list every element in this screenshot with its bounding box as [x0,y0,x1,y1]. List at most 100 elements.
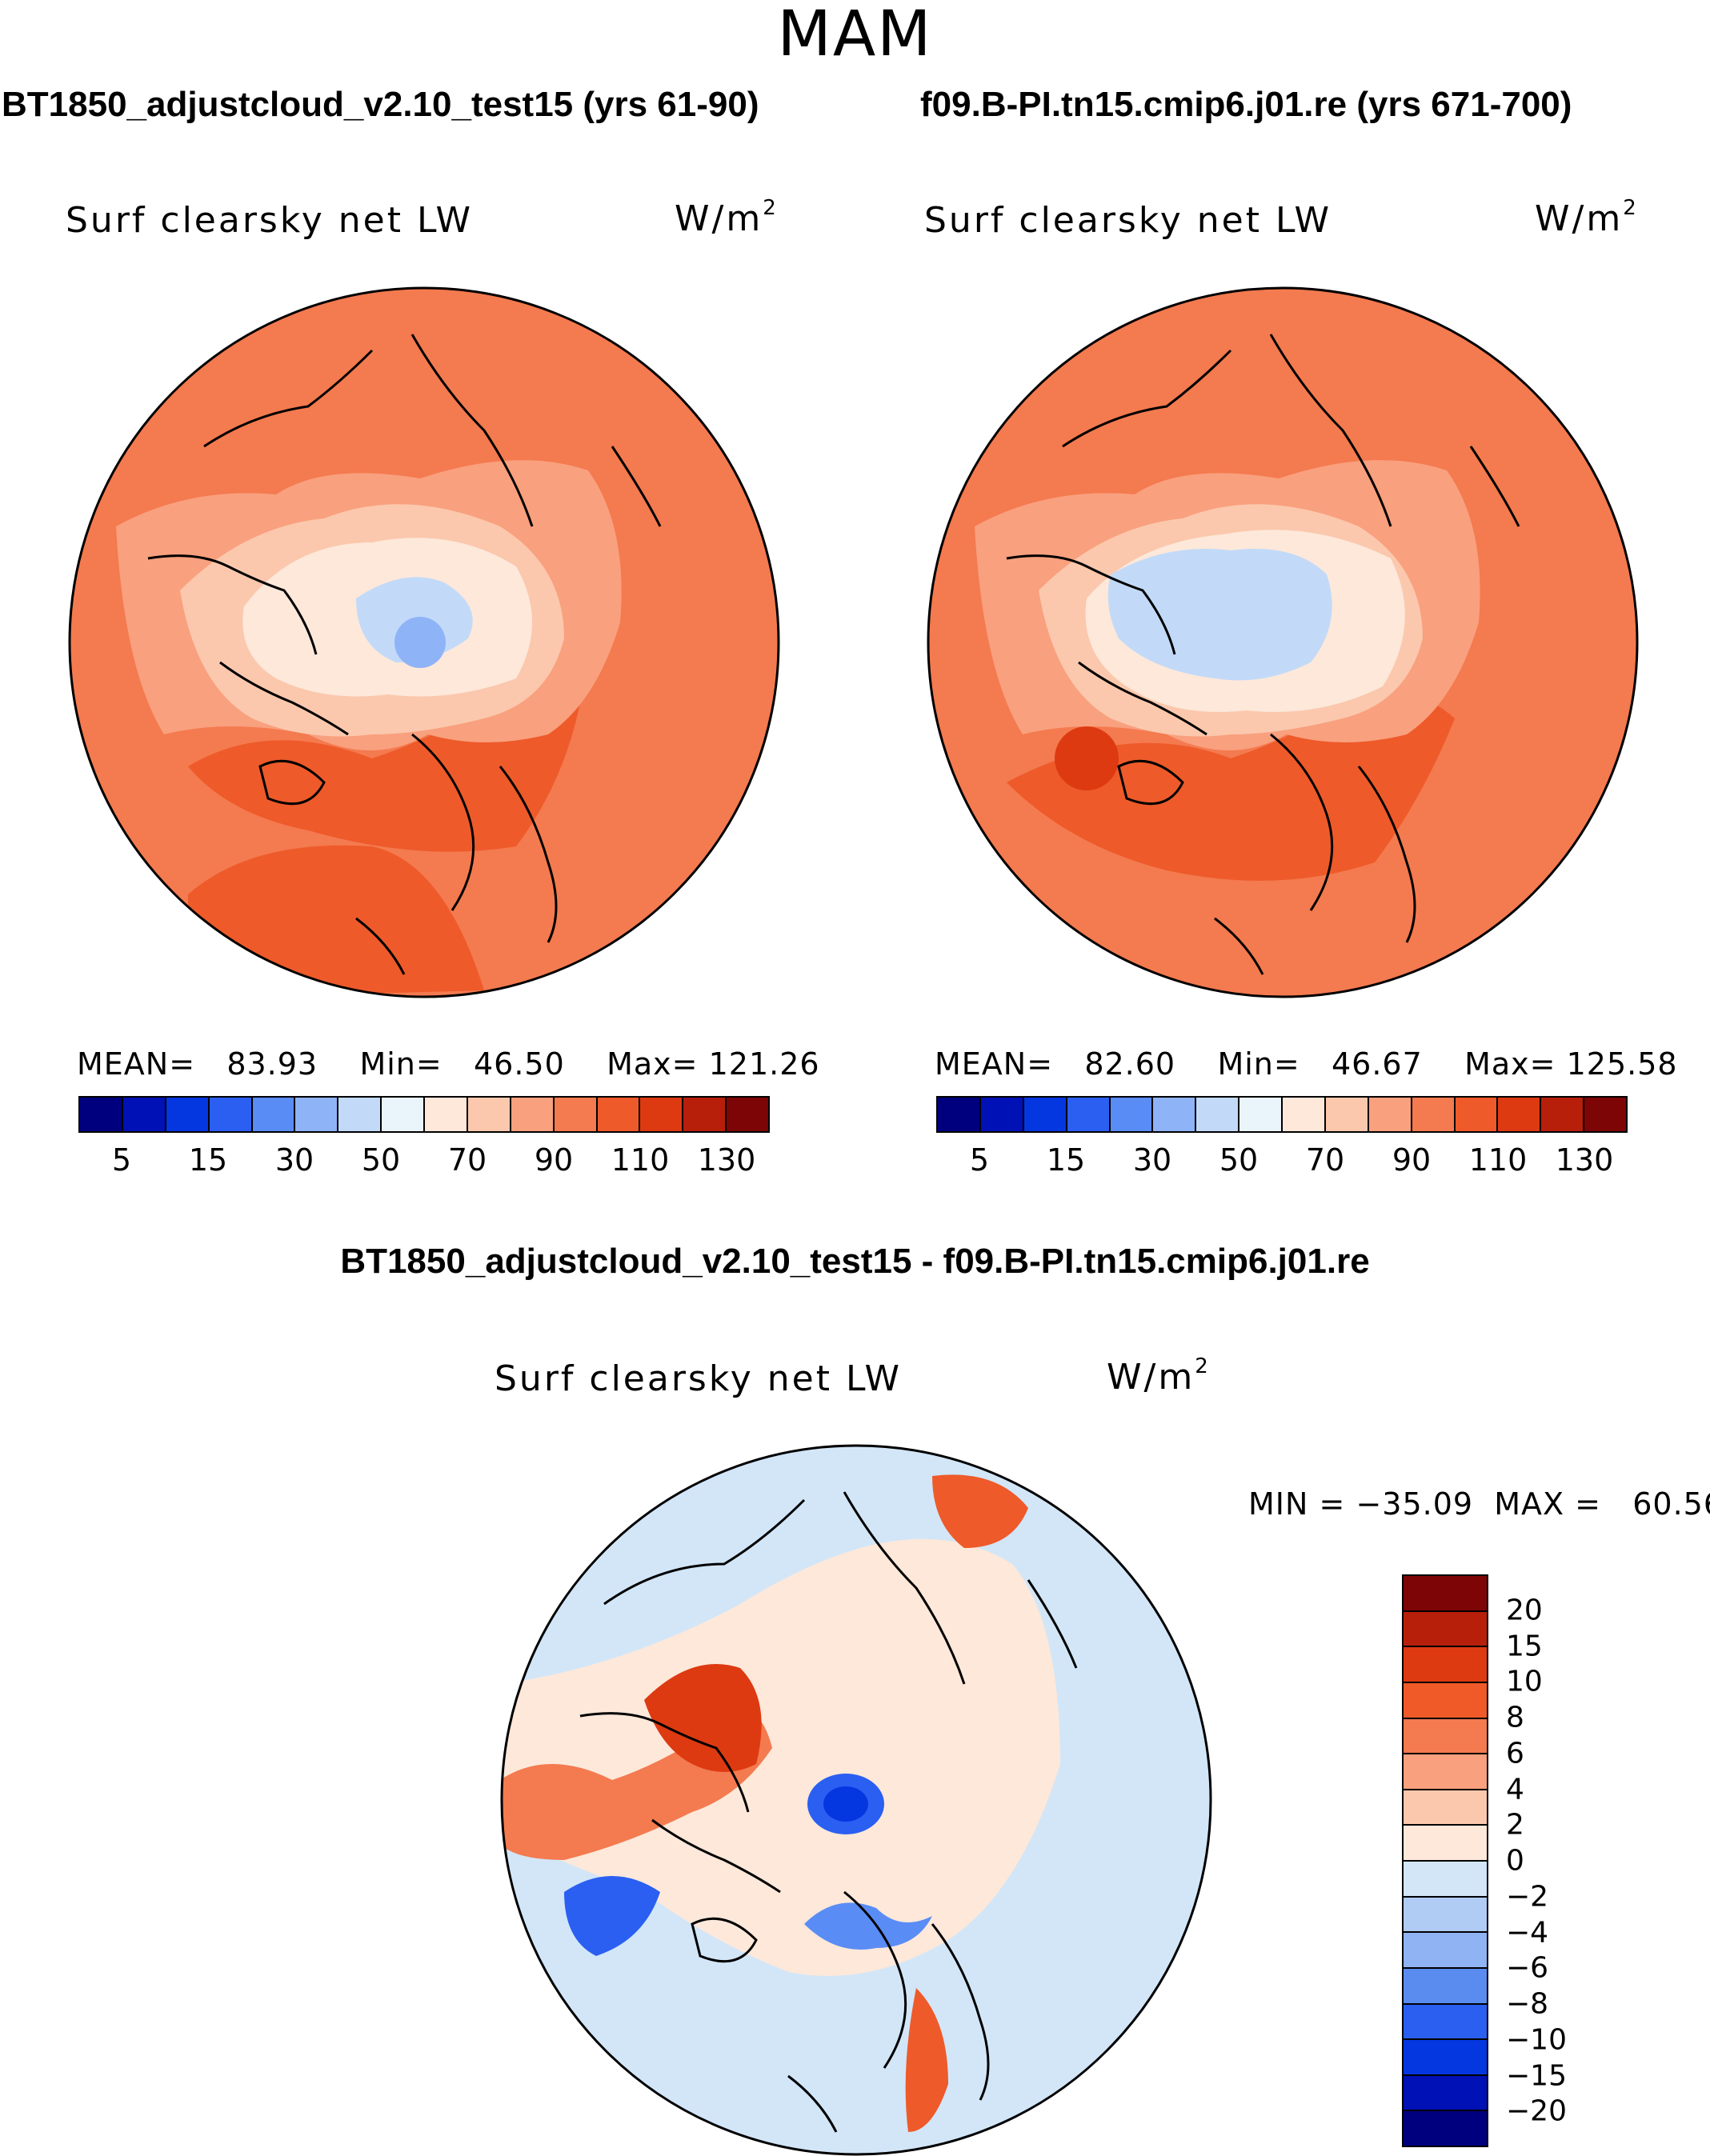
left-stats: MEAN= 83.93 Min= 46.50 Max= 121.26 [77,1046,820,1082]
left-case-title: BT1850_adjustcloud_v2.10_test15 (yrs 61-… [2,85,759,124]
left-min-label: Min= [359,1046,443,1082]
right-colorbar-tick-label: 90 [1392,1142,1432,1178]
diff-colorbar-tick-label: −2 [1506,1880,1549,1914]
right-colorbar-box [1584,1098,1626,1131]
diff-colorbar-box [1404,1647,1487,1683]
diff-min-label: MIN = [1248,1486,1346,1522]
right-colorbar-box [1110,1098,1154,1131]
diff-colorbar-tick-label: −4 [1506,1916,1549,1949]
difference-polar-map [500,1444,1212,2156]
left-map-field-cold-core [394,617,446,668]
diff-map-field-cold-band [804,1902,932,1950]
left-colorbar-box [683,1098,727,1131]
right-colorbar-box [1283,1098,1326,1131]
right-units-label: W/m2 [1535,196,1639,239]
diff-colorbar-tick-label: 10 [1506,1665,1543,1698]
left-units-label: W/m2 [675,196,779,239]
diff-colorbar-tick-label: 6 [1506,1737,1524,1770]
left-colorbar-box [640,1098,684,1131]
diff-colorbar-box [1404,2111,1487,2146]
diff-colorbar-box [1404,1611,1487,1648]
left-colorbar-box [166,1098,210,1131]
right-mean-label: MEAN= [935,1046,1054,1082]
right-max-label: Max= [1464,1046,1556,1082]
diff-variable-label: Surf clearsky net LW [495,1358,902,1399]
left-colorbar-box [295,1098,339,1131]
right-colorbar-tick-label: 70 [1305,1142,1345,1178]
right-colorbar-tick-label: 130 [1555,1142,1614,1178]
difference-title: BT1850_adjustcloud_v2.10_test15 - f09.B-… [340,1242,1370,1281]
left-mean-value: 83.93 [226,1046,318,1082]
diff-map-field-warm-archipelago [644,1664,762,1772]
right-variable-label: Surf clearsky net LW [924,200,1332,241]
diff-colorbar-box [1404,1933,1487,1969]
diff-colorbar-tick-label: −6 [1506,1951,1549,1985]
right-stats: MEAN= 82.60 Min= 46.67 Max= 125.58 [935,1046,1678,1082]
diff-colorbar-box [1404,1862,1487,1898]
right-min-value: 46.67 [1331,1046,1423,1082]
left-polar-map [68,286,780,998]
left-colorbar-tick-label: 70 [447,1142,487,1178]
left-colorbar-box [209,1098,253,1131]
left-colorbar-tick-label: 5 [111,1142,132,1178]
right-mean-value: 82.60 [1084,1046,1176,1082]
left-colorbar-tick-label: 110 [611,1142,670,1178]
diff-colorbar-box [1404,1968,1487,2005]
left-colorbar-box [382,1098,425,1131]
left-colorbar-tick-label: 15 [188,1142,228,1178]
left-map-coastline [147,334,662,975]
diff-map-field-land-warm [502,1538,1060,1976]
diff-colorbar-tick-label: 2 [1506,1808,1524,1842]
right-case-title: f09.B-PI.tn15.cmip6.j01.re (yrs 671-700) [920,85,1572,124]
right-colorbar-tick-label: 50 [1219,1142,1259,1178]
right-colorbar-box [938,1098,981,1131]
right-colorbar-box [1023,1098,1067,1131]
left-colorbar-box [122,1098,166,1131]
diff-colorbar-tick-label: 0 [1506,1844,1524,1878]
diff-colorbar-box [1404,1682,1487,1719]
diff-min-value: −35.09 [1356,1486,1474,1522]
right-max-value: 125.58 [1566,1046,1678,1082]
left-colorbar-box [554,1098,598,1131]
left-colorbar-box [338,1098,382,1131]
left-mean-label: MEAN= [77,1046,196,1082]
left-colorbar-tick-label: 130 [697,1142,756,1178]
right-colorbar-box [1239,1098,1283,1131]
difference-colorbar-ticks: 20 15 10 8 6 4 2 0 −2 −4 −6 −8 −10 −15 −20 [1506,1574,1602,2147]
left-colorbar-box [80,1098,123,1131]
diff-colorbar-tick-label: 8 [1506,1701,1524,1734]
diff-map-field-warm-east [932,1474,1028,1548]
right-colorbar-box [980,1098,1024,1131]
diff-map-field-warm-coast [905,1988,948,2132]
right-polar-map [927,286,1639,998]
right-colorbar-box [1541,1098,1585,1131]
left-colorbar-ticks: 5 15 30 50 70 90 110 130 [78,1142,770,1178]
left-variable-label: Surf clearsky net LW [66,200,473,241]
left-colorbar-box [511,1098,555,1131]
diff-colorbar-box [1404,2004,1487,2041]
left-colorbar-box [252,1098,296,1131]
diff-colorbar-tick-label: 4 [1506,1773,1524,1806]
diff-max-value: 60.56 [1632,1486,1710,1522]
diff-colorbar-box [1404,1790,1487,1826]
diff-units-label: W/m2 [1107,1354,1211,1398]
diff-map-coastline [579,1491,1078,2133]
diff-colorbar-tick-label: 20 [1506,1594,1543,1627]
right-colorbar-box [1412,1098,1456,1131]
left-colorbar-tick-label: 30 [274,1142,314,1178]
right-colorbar-box [1498,1098,1542,1131]
diff-colorbar-tick-label: −10 [1506,2023,1567,2057]
left-colorbar-tick-label: 90 [534,1142,574,1178]
diff-minmax: MIN = −35.09 MAX = 60.56 [1248,1486,1710,1522]
diff-colorbar-tick-label: 15 [1506,1630,1543,1662]
right-colorbar-ticks: 5 15 30 50 70 90 110 130 [936,1142,1628,1178]
right-colorbar-tick-label: 15 [1046,1142,1086,1178]
right-colorbar-box [1368,1098,1412,1131]
right-colorbar-box [1196,1098,1240,1131]
right-colorbar-tick-label: 30 [1132,1142,1172,1178]
left-colorbar-tick-label: 50 [361,1142,401,1178]
diff-colorbar-tick-label: −8 [1506,1987,1549,2021]
right-colorbar-box [1153,1098,1197,1131]
diff-colorbar-tick-label: −15 [1506,2059,1567,2092]
right-min-label: Min= [1217,1046,1300,1082]
